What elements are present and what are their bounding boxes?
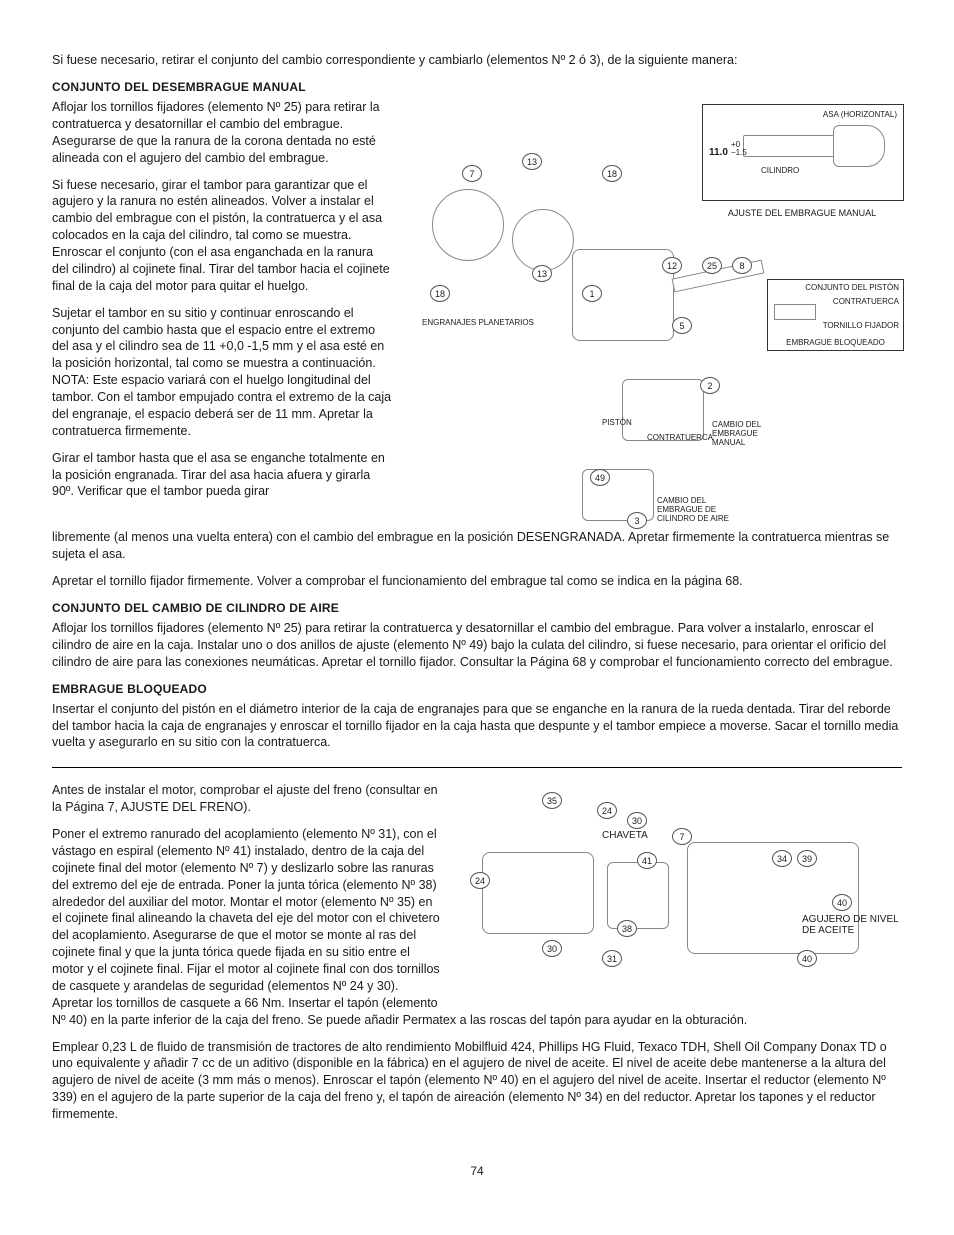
co-12: 12	[662, 257, 682, 274]
co2-35: 35	[542, 792, 562, 809]
lbl-asa: ASA (HORIZONTAL)	[823, 111, 897, 120]
lbl-cambio-aire: CAMBIO DEL EMBRAGUE DE CILINDRO DE AIRE	[657, 497, 747, 523]
intro-paragraph: Si fuese necesario, retirar el conjunto …	[52, 52, 902, 69]
mech-gear-2	[512, 209, 574, 271]
co-13b: 13	[532, 265, 552, 282]
section-divider	[52, 767, 902, 768]
mech-motor	[482, 852, 594, 934]
mech-coupling	[607, 862, 669, 929]
co-13a: 13	[522, 153, 542, 170]
s4-p1: Antes de instalar el motor, comprobar el…	[52, 782, 442, 816]
lbl-dim: 11.0	[709, 147, 728, 158]
heading-s1: CONJUNTO DEL DESEMBRAGUE MANUAL	[52, 79, 902, 95]
co-7: 7	[462, 165, 482, 182]
co2-30a: 30	[627, 812, 647, 829]
co2-40b: 40	[797, 950, 817, 967]
s1-p6: Apretar el tornillo fijador firmemente. …	[52, 573, 902, 590]
two-column-block-2: Antes de instalar el motor, comprobar el…	[52, 782, 902, 1011]
detail-box-mid: CONJUNTO DEL PISTÓN CONTRATUERCA TORNILL…	[767, 279, 904, 351]
mech-clutch	[622, 379, 704, 441]
co2-30b: 30	[542, 940, 562, 957]
detail-box-top: ASA (HORIZONTAL) CILINDRO 11.0 +0−1.5	[702, 104, 904, 201]
co-1: 1	[582, 285, 602, 302]
co-2: 2	[700, 377, 720, 394]
lbl-ajuste: AJUSTE DEL EMBRAGUE MANUAL	[702, 209, 902, 219]
co2-38: 38	[617, 920, 637, 937]
co-5: 5	[672, 317, 692, 334]
co2-24a: 24	[597, 802, 617, 819]
s1-p4: Girar el tambor hasta que el asa se enga…	[52, 450, 392, 501]
figure-1-container: ASA (HORIZONTAL) CILINDRO 11.0 +0−1.5 AJ…	[412, 99, 902, 529]
lbl-cambio-manual: CAMBIO DEL EMBRAGUE MANUAL	[712, 421, 792, 447]
s1-p2: Si fuese necesario, girar el tambor para…	[52, 177, 392, 295]
lbl-cilindro: CILINDRO	[761, 167, 799, 176]
lbl-tornillo: TORNILLO FIJADOR	[823, 322, 899, 331]
lbl-contratuerca: CONTRATUERCA	[647, 434, 713, 443]
s2-p1: Aflojar los tornillos fijadores (element…	[52, 620, 902, 671]
lbl-piston: PISTÓN	[602, 419, 632, 428]
lbl-engranajes: ENGRANAJES PLANETARIOS	[422, 319, 534, 328]
co-18b: 18	[430, 285, 450, 302]
figure-1: ASA (HORIZONTAL) CILINDRO 11.0 +0−1.5 AJ…	[412, 99, 902, 529]
s1-p3: Sujetar el tambor en su sitio y continua…	[52, 305, 392, 440]
mech-gear-1	[432, 189, 504, 261]
heading-s3: EMBRAGUE BLOQUEADO	[52, 681, 902, 697]
lbl-chaveta: CHAVETA	[602, 830, 648, 841]
co-49: 49	[590, 469, 610, 486]
page-number: 74	[52, 1163, 902, 1179]
lbl-conjunto-piston: CONJUNTO DEL PISTÓN	[805, 284, 899, 293]
left-text-col-2: Antes de instalar el motor, comprobar el…	[52, 782, 442, 1011]
s4-p2: Poner el extremo ranurado del acoplamien…	[52, 826, 442, 1012]
co-25: 25	[702, 257, 722, 274]
lbl-embrague-bloq: EMBRAGUE BLOQUEADO	[768, 339, 903, 348]
s1-p1: Aflojar los tornillos fijadores (element…	[52, 99, 392, 167]
heading-s2: CONJUNTO DEL CAMBIO DE CILINDRO DE AIRE	[52, 600, 902, 616]
co-3: 3	[627, 512, 647, 529]
co2-7: 7	[672, 828, 692, 845]
figure-2-container: 35 24 30 7 24 30 41 38 31 34 39 40 40 CH…	[462, 782, 902, 982]
s4-p4: Emplear 0,23 L de fluido de transmisión …	[52, 1039, 902, 1123]
s4-p3: Nº 40) en la parte inferior de la caja d…	[52, 1012, 902, 1029]
s1-p5: libremente (al menos una vuelta entera) …	[52, 529, 902, 563]
lbl-contratuerca-top: CONTRATUERCA	[833, 298, 899, 307]
two-column-block-1: Aflojar los tornillos fijadores (element…	[52, 99, 902, 529]
co-8: 8	[732, 257, 752, 274]
co-18a: 18	[602, 165, 622, 182]
left-text-col: Aflojar los tornillos fijadores (element…	[52, 99, 392, 510]
s3-p1: Insertar el conjunto del pistón en el di…	[52, 701, 902, 752]
lbl-nivel: AGUJERO DE NIVEL DE ACEITE	[802, 914, 912, 936]
co2-31: 31	[602, 950, 622, 967]
figure-2: 35 24 30 7 24 30 41 38 31 34 39 40 40 CH…	[462, 782, 902, 982]
lbl-dim-tol: +0−1.5	[731, 141, 747, 157]
